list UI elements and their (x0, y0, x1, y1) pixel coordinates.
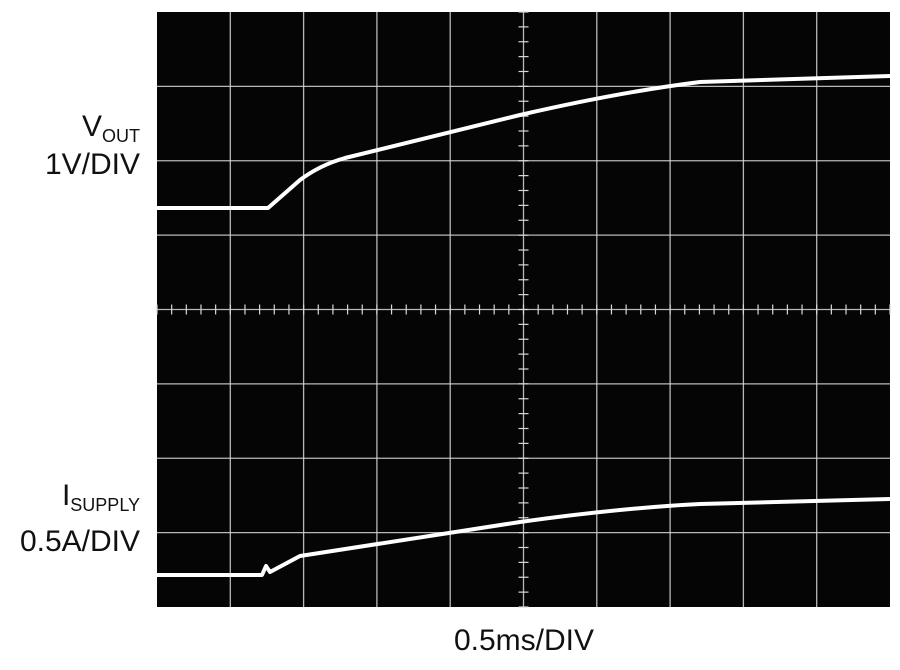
channel2-label: ISUPPLY (62, 479, 140, 515)
isupply-trace (157, 497, 891, 577)
channel1-symbol: V (82, 110, 102, 143)
channel1-subscript: OUT (102, 126, 140, 146)
channel2-scale: 0.5A/DIV (20, 525, 140, 558)
channel2-subscript: SUPPLY (70, 495, 140, 515)
channel2-symbol: I (62, 479, 70, 512)
timebase-label: 0.5ms/DIV (454, 624, 594, 657)
graticule (156, 11, 891, 608)
vout-trace (157, 74, 891, 210)
channel1-scale: 1V/DIV (45, 148, 140, 181)
channel1-label: VOUT (82, 110, 140, 146)
